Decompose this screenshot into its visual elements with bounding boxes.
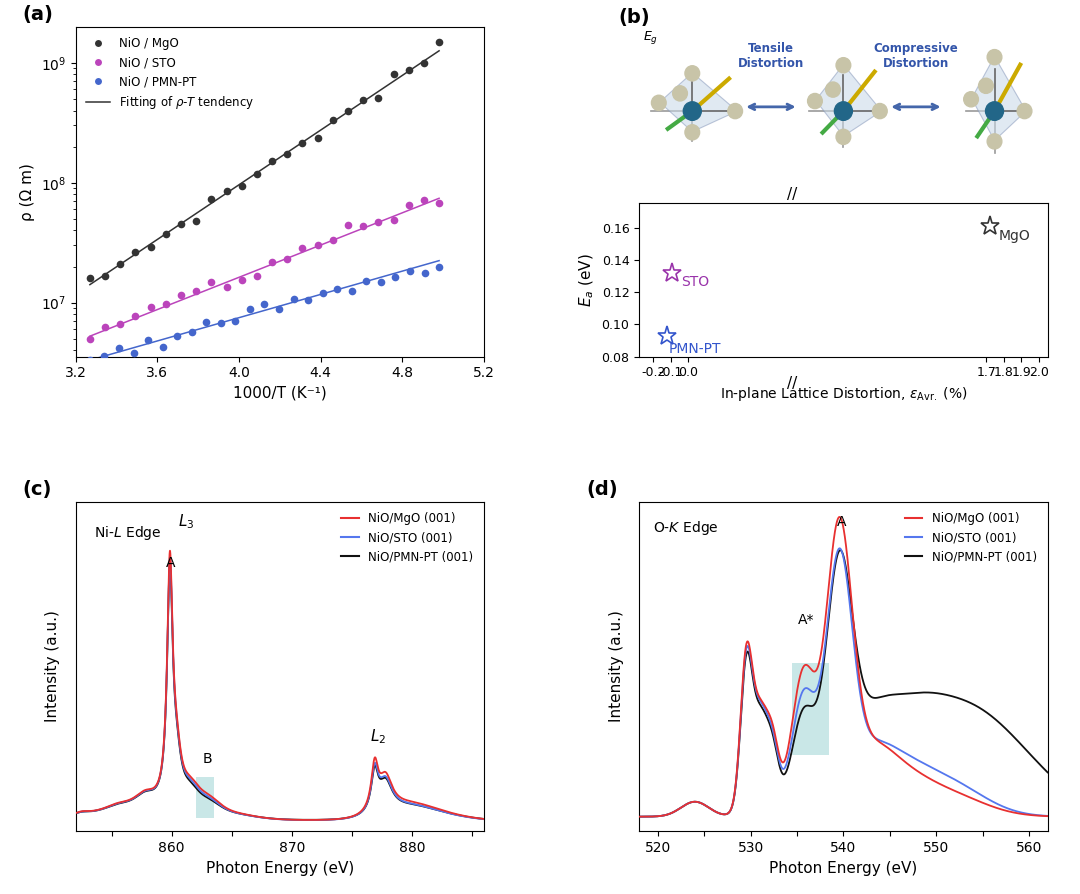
- Y-axis label: ρ (Ω m): ρ (Ω m): [21, 163, 35, 221]
- Circle shape: [651, 96, 666, 110]
- Y-axis label: Intensity (a.u.): Intensity (a.u.): [609, 611, 624, 722]
- Circle shape: [808, 94, 822, 109]
- Circle shape: [986, 102, 1003, 121]
- Circle shape: [728, 104, 743, 119]
- Circle shape: [673, 86, 687, 101]
- Text: Compressive
Distortion: Compressive Distortion: [874, 42, 958, 71]
- Circle shape: [873, 104, 887, 119]
- Text: B: B: [203, 752, 213, 766]
- X-axis label: In-plane Lattice Distortion, $\varepsilon_{\mathrm{Avr.}}$ (%): In-plane Lattice Distortion, $\varepsilo…: [719, 384, 968, 403]
- Polygon shape: [972, 56, 1026, 140]
- Text: A: A: [837, 515, 847, 529]
- Text: A*: A*: [798, 612, 814, 627]
- Text: //: //: [787, 187, 797, 202]
- Polygon shape: [815, 64, 881, 136]
- Legend: NiO/MgO (001), NiO/STO (001), NiO/PMN-PT (001): NiO/MgO (001), NiO/STO (001), NiO/PMN-PT…: [900, 508, 1042, 568]
- Circle shape: [987, 134, 1002, 149]
- Text: PMN-PT: PMN-PT: [669, 342, 721, 357]
- Circle shape: [684, 102, 701, 121]
- Text: (a): (a): [23, 5, 53, 24]
- Y-axis label: Intensity (a.u.): Intensity (a.u.): [45, 611, 60, 722]
- Circle shape: [825, 82, 840, 97]
- Circle shape: [835, 102, 852, 121]
- Text: STO: STO: [681, 274, 710, 289]
- Text: $L_2$: $L_2$: [370, 728, 387, 746]
- Legend: NiO / MgO, NiO / STO, NiO / PMN-PT, Fitting of $\rho$-$T$ tendency: NiO / MgO, NiO / STO, NiO / PMN-PT, Fitt…: [81, 33, 259, 116]
- Bar: [793, 663, 829, 755]
- Legend: NiO/MgO (001), NiO/STO (001), NiO/PMN-PT (001): NiO/MgO (001), NiO/STO (001), NiO/PMN-PT…: [336, 508, 478, 568]
- Circle shape: [1017, 104, 1031, 119]
- X-axis label: 1000/T (K⁻¹): 1000/T (K⁻¹): [233, 386, 326, 401]
- Y-axis label: $E_a$ (eV): $E_a$ (eV): [578, 253, 596, 307]
- Circle shape: [963, 92, 978, 107]
- X-axis label: Photon Energy (eV): Photon Energy (eV): [205, 861, 354, 876]
- Circle shape: [685, 66, 700, 81]
- Circle shape: [685, 125, 700, 139]
- Polygon shape: [660, 72, 738, 131]
- Circle shape: [978, 78, 994, 93]
- X-axis label: Photon Energy (eV): Photon Energy (eV): [769, 861, 918, 876]
- Text: $L_3$: $L_3$: [178, 512, 194, 531]
- Text: (c): (c): [23, 480, 52, 499]
- Circle shape: [836, 57, 851, 72]
- Text: O-$K$ Edge: O-$K$ Edge: [653, 519, 719, 537]
- Text: //: //: [787, 376, 797, 392]
- Text: MgO: MgO: [999, 230, 1030, 243]
- Text: Ni-$L$ Edge: Ni-$L$ Edge: [94, 524, 161, 542]
- Text: Tensile
Distortion: Tensile Distortion: [738, 42, 804, 71]
- Text: (d): (d): [586, 480, 618, 499]
- Bar: [195, 777, 214, 818]
- Circle shape: [987, 49, 1002, 64]
- Text: $E_g$: $E_g$: [644, 29, 659, 46]
- Circle shape: [836, 130, 851, 145]
- Text: A: A: [165, 556, 175, 570]
- Text: (b): (b): [619, 8, 650, 28]
